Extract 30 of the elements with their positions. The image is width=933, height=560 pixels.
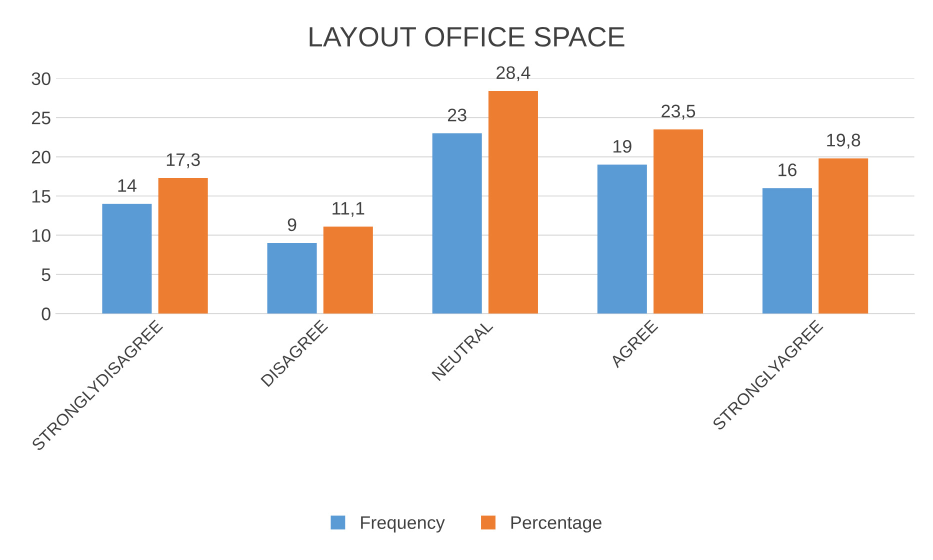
y-tick-label: 20 xyxy=(32,150,50,164)
bar xyxy=(158,178,208,314)
data-label: 17,3 xyxy=(166,153,200,168)
bar xyxy=(597,164,647,314)
y-tick-label: 30 xyxy=(32,72,50,86)
data-label: 23,5 xyxy=(662,104,696,120)
y-tick-label: 5 xyxy=(42,268,50,282)
chart-title: LAYOUT OFFICE SPACE xyxy=(310,26,624,47)
bar xyxy=(323,226,373,314)
bar xyxy=(432,133,482,314)
data-label: 19 xyxy=(614,140,632,153)
bar xyxy=(267,243,317,314)
data-label: 28,4 xyxy=(496,66,530,82)
bar xyxy=(818,158,868,314)
data-label: 11,1 xyxy=(332,202,364,217)
data-label: 9 xyxy=(288,218,296,232)
y-tick-label: 25 xyxy=(32,112,50,124)
bar xyxy=(488,90,538,314)
y-tick-label: 15 xyxy=(32,190,50,203)
legend-label: Frequency xyxy=(361,516,445,533)
data-label: 23 xyxy=(448,108,466,122)
bar xyxy=(762,188,812,314)
data-label: 14 xyxy=(118,179,136,192)
y-tick-label: 10 xyxy=(32,229,50,242)
y-tick-label: 0 xyxy=(42,308,50,320)
data-label: 19,8 xyxy=(827,134,860,149)
bar xyxy=(102,204,152,314)
bar xyxy=(654,129,704,314)
legend-label: Percentage xyxy=(511,516,602,533)
data-label: 16 xyxy=(778,163,796,176)
